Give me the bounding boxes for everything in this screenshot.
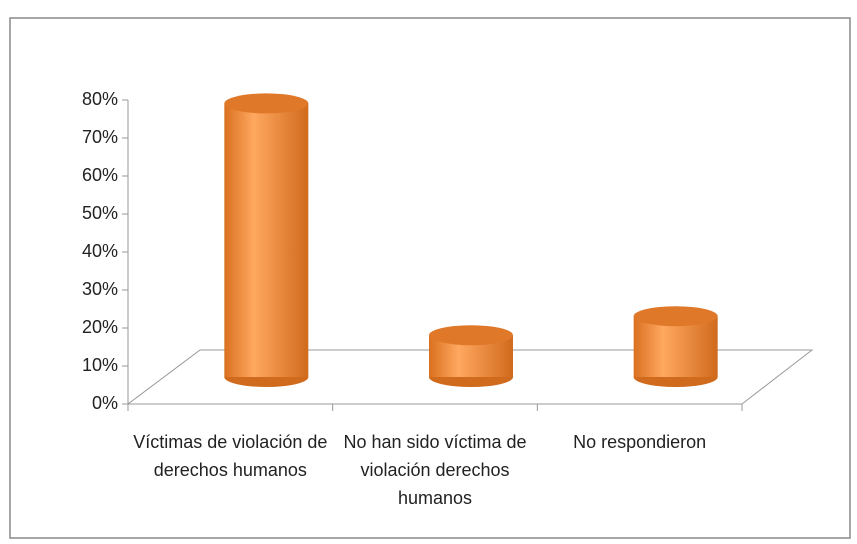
y-tick-label: 20% xyxy=(82,317,118,337)
x-tick-label: Víctimas de violación de derechos humano… xyxy=(133,432,328,480)
bar xyxy=(633,316,718,377)
y-tick-label: 10% xyxy=(82,355,118,375)
y-tick-label: 30% xyxy=(82,279,118,299)
y-tick-label: 70% xyxy=(82,127,118,147)
y-tick-label: 0% xyxy=(92,393,118,413)
bar-top xyxy=(224,93,309,114)
bar xyxy=(224,103,309,378)
y-tick-label: 40% xyxy=(82,241,118,261)
y-tick-label: 80% xyxy=(82,89,118,109)
bar-top xyxy=(429,325,513,346)
x-tick-label: No han sido víctima de violación derecho… xyxy=(343,432,527,508)
y-tick-label: 60% xyxy=(82,165,118,185)
y-tick-label: 50% xyxy=(82,203,118,223)
chart-border xyxy=(9,17,851,539)
x-tick-label: No respondieron xyxy=(573,432,707,452)
bar-top xyxy=(633,306,718,327)
